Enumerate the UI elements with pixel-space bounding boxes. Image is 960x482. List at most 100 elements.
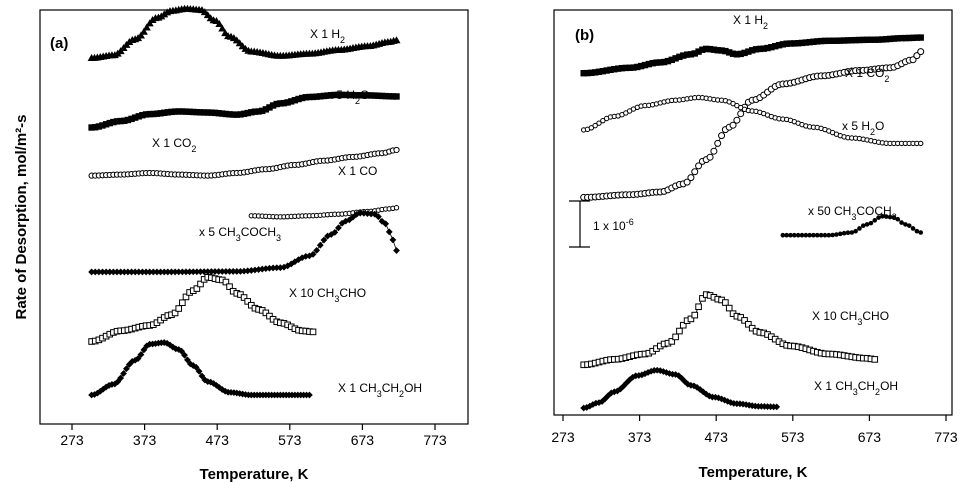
data-point (288, 98, 295, 105)
data-point (722, 299, 729, 306)
series-1: X 1 CO2 (580, 48, 925, 201)
series-2: x 5 H2O (580, 94, 924, 147)
data-point (917, 48, 925, 56)
x-tick-label: 573 (278, 432, 302, 448)
data-point (142, 23, 151, 31)
data-point (849, 230, 855, 235)
data-point (699, 295, 706, 302)
x-tick-label: 473 (705, 429, 729, 445)
data-point (102, 121, 110, 128)
data-point (215, 109, 222, 117)
scale-bar-label-exponent: -6 (626, 217, 634, 227)
label-subscript: 3 (851, 212, 856, 222)
data-point (302, 94, 309, 101)
x-tick-label: 673 (351, 432, 375, 448)
data-point (853, 228, 858, 234)
data-point (649, 60, 656, 67)
data-point (192, 363, 200, 371)
data-point (821, 37, 829, 45)
data-point (903, 222, 908, 227)
data-point (580, 70, 587, 77)
label-text: x 50 CH (808, 204, 851, 218)
data-point (317, 93, 324, 100)
data-point (795, 232, 801, 238)
data-point (102, 268, 110, 276)
panel-a-x-axis-title: Temperature, K (200, 466, 309, 482)
data-point (382, 92, 389, 100)
data-point (584, 69, 591, 77)
data-point (182, 108, 190, 115)
data-point (204, 268, 212, 276)
series-0: X 1 H2 (580, 13, 924, 77)
data-point (109, 268, 117, 276)
data-point (768, 43, 775, 51)
data-point (215, 268, 223, 275)
data-point (880, 214, 885, 219)
data-point (382, 220, 390, 228)
panel-b-label: (b) (575, 27, 594, 44)
data-point (226, 268, 233, 275)
series-label: X 10 CH3CHO (289, 286, 366, 304)
series-4: x 5 CH3COCH3 (88, 209, 400, 276)
data-point (852, 36, 859, 44)
data-point (106, 268, 114, 276)
data-point (641, 61, 649, 69)
label-subscript: 3 (276, 233, 281, 243)
data-point (779, 41, 787, 48)
data-point (691, 311, 699, 319)
data-point (863, 36, 871, 43)
panel-b-x-axis-title: Temperature, K (699, 464, 808, 481)
data-point (810, 38, 817, 45)
data-point (798, 39, 806, 47)
data-point (113, 268, 121, 276)
data-point (364, 210, 371, 218)
data-point (802, 39, 810, 46)
data-point (913, 34, 921, 41)
data-point (868, 220, 874, 226)
data-point (860, 36, 867, 44)
data-point (392, 36, 401, 44)
data-point (240, 294, 248, 301)
series-1: x 5 H2O (88, 88, 400, 131)
data-point (783, 40, 790, 47)
data-point (803, 232, 809, 238)
data-point (626, 64, 633, 71)
data-point (706, 153, 714, 161)
data-point (653, 59, 660, 66)
data-point (695, 303, 702, 311)
data-point (131, 268, 139, 276)
data-point (266, 104, 273, 111)
data-point (248, 109, 255, 116)
data-point (918, 230, 924, 235)
label-text: O (875, 119, 884, 133)
data-point (195, 367, 203, 375)
data-point (276, 264, 284, 272)
data-point (99, 122, 106, 129)
data-point (171, 268, 179, 276)
data-point (914, 228, 920, 234)
data-point (733, 116, 741, 124)
data-point (88, 268, 96, 276)
label-text: CHO (339, 286, 366, 300)
data-point (233, 268, 241, 275)
data-point (791, 40, 798, 47)
series-5: X 1 CH3CH2OH (580, 366, 898, 412)
data-point (273, 100, 280, 108)
data-point (313, 93, 320, 100)
series-label: x 50 CH3COCH3 (808, 204, 897, 222)
data-point (124, 116, 132, 124)
data-point (95, 268, 103, 276)
data-point (899, 220, 904, 225)
data-point (645, 60, 652, 68)
data-point (830, 232, 835, 238)
data-point (745, 48, 752, 55)
data-point (175, 268, 183, 276)
data-point (106, 119, 113, 127)
data-point (309, 328, 317, 336)
data-point (164, 109, 172, 116)
data-point (898, 34, 905, 42)
data-point (114, 378, 122, 386)
data-point (875, 36, 882, 43)
data-point (600, 117, 606, 124)
data-point (259, 107, 266, 115)
